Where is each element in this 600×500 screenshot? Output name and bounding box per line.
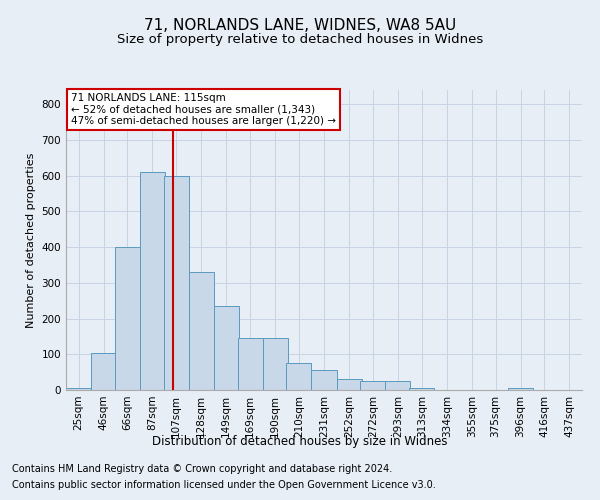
- Bar: [91, 352, 116, 390]
- Bar: [263, 338, 287, 390]
- Text: Contains public sector information licensed under the Open Government Licence v3: Contains public sector information licen…: [12, 480, 436, 490]
- Bar: [409, 388, 434, 390]
- Text: 71 NORLANDS LANE: 115sqm
← 52% of detached houses are smaller (1,343)
47% of sem: 71 NORLANDS LANE: 115sqm ← 52% of detach…: [71, 93, 336, 126]
- Bar: [337, 380, 362, 390]
- Bar: [115, 247, 140, 390]
- Y-axis label: Number of detached properties: Number of detached properties: [26, 152, 36, 328]
- Bar: [189, 272, 214, 390]
- Bar: [164, 176, 189, 390]
- Bar: [214, 306, 239, 390]
- Bar: [385, 381, 410, 390]
- Bar: [508, 388, 533, 390]
- Bar: [238, 338, 263, 390]
- Text: Size of property relative to detached houses in Widnes: Size of property relative to detached ho…: [117, 32, 483, 46]
- Bar: [140, 172, 165, 390]
- Bar: [66, 388, 91, 390]
- Bar: [361, 381, 385, 390]
- Bar: [311, 370, 337, 390]
- Text: Contains HM Land Registry data © Crown copyright and database right 2024.: Contains HM Land Registry data © Crown c…: [12, 464, 392, 474]
- Bar: [286, 363, 311, 390]
- Text: 71, NORLANDS LANE, WIDNES, WA8 5AU: 71, NORLANDS LANE, WIDNES, WA8 5AU: [144, 18, 456, 32]
- Text: Distribution of detached houses by size in Widnes: Distribution of detached houses by size …: [152, 435, 448, 448]
